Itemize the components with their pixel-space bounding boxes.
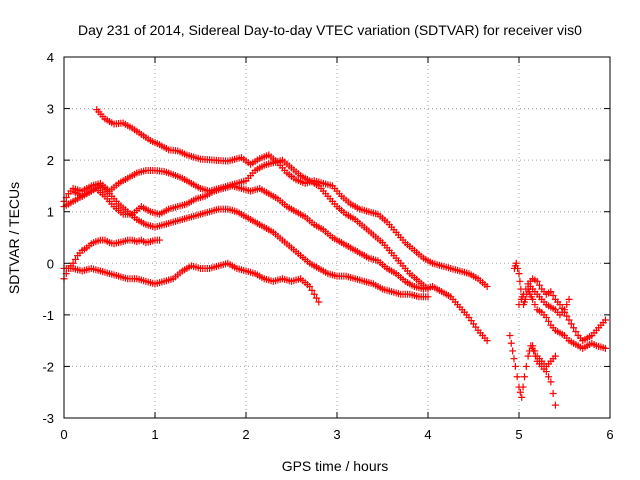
data-point <box>529 342 537 350</box>
chart-title: Day 231 of 2014, Sidereal Day-to-day VTE… <box>78 22 582 38</box>
data-point-interp <box>517 295 525 303</box>
data-point-interp <box>545 317 553 325</box>
data-point <box>520 373 528 381</box>
x-tick-label: 5 <box>515 427 522 442</box>
data-point-interp <box>71 255 79 263</box>
x-tick-label: 6 <box>606 427 613 442</box>
data-point <box>570 324 578 332</box>
data-point <box>518 393 526 401</box>
x-tick-label: 3 <box>333 427 340 442</box>
data-series-layer <box>60 106 609 409</box>
data-point-interp <box>313 294 321 302</box>
data-point-interp <box>563 301 571 309</box>
data-point-interp <box>308 286 316 294</box>
data-point-interp <box>549 390 557 398</box>
data-point <box>565 316 573 324</box>
data-point <box>601 316 609 324</box>
series-arc5 <box>60 236 164 283</box>
data-point <box>511 362 519 370</box>
grid-lines <box>64 57 610 418</box>
data-point <box>551 401 559 409</box>
x-tick-labels: 0 1 2 3 4 5 6 <box>60 427 613 442</box>
y-tick-label: 1 <box>47 205 54 220</box>
x-tick-label: 0 <box>60 427 67 442</box>
series-arc9 <box>524 280 573 319</box>
axis-ticks <box>63 56 611 419</box>
y-tick-label: 4 <box>47 50 54 65</box>
x-axis-label: GPS time / hours <box>282 458 389 474</box>
data-point <box>306 282 314 290</box>
y-tick-label: 0 <box>47 256 54 271</box>
data-point-interp <box>513 373 521 381</box>
data-point <box>515 270 523 278</box>
y-tick-label: -1 <box>42 308 54 323</box>
data-point-interp <box>535 281 543 289</box>
data-point <box>547 378 555 386</box>
data-point <box>156 236 164 244</box>
data-point <box>551 352 559 360</box>
data-point-interp <box>567 320 575 328</box>
x-tick-label: 2 <box>242 427 249 442</box>
data-point <box>565 295 573 303</box>
data-point-interp <box>510 355 518 363</box>
data-point-interp <box>514 264 522 272</box>
data-point <box>547 288 555 296</box>
series-arc11 <box>529 342 559 370</box>
data-point-interp <box>516 277 524 285</box>
data-point-interp <box>522 362 530 370</box>
data-point <box>515 301 523 309</box>
data-point <box>529 295 537 303</box>
y-axis-label: SDTVAR / TECUs <box>6 182 22 294</box>
y-tick-label: -2 <box>42 359 54 374</box>
data-point-interp <box>563 312 571 320</box>
series-arc1 <box>93 106 491 290</box>
data-point <box>483 337 491 345</box>
data-point <box>561 306 568 314</box>
y-tick-label: 3 <box>47 102 54 117</box>
data-point <box>424 293 432 301</box>
y-tick-label: 2 <box>47 153 54 168</box>
data-point-interp <box>572 328 580 336</box>
data-point <box>533 277 541 285</box>
data-point-interp <box>310 290 318 298</box>
x-tick-label: 1 <box>151 427 158 442</box>
data-point-interp <box>516 388 524 396</box>
data-point-interp <box>549 292 557 300</box>
data-point <box>556 301 564 309</box>
series-arc7 <box>510 259 609 352</box>
data-point-interp <box>531 347 539 355</box>
y-tick-label: -3 <box>42 411 54 426</box>
data-point-interp <box>545 373 553 381</box>
data-point <box>483 282 491 290</box>
data-point-interp <box>522 285 530 293</box>
data-point <box>601 344 609 352</box>
series-arc6 <box>60 259 323 306</box>
x-tick-label: 4 <box>424 427 431 442</box>
data-point <box>520 290 528 298</box>
data-point-interp <box>519 383 527 391</box>
y-tick-labels: -3 -2 -1 0 1 2 3 4 <box>42 50 54 426</box>
series-arc4 <box>69 182 432 301</box>
data-point <box>506 331 514 339</box>
data-point <box>509 347 517 355</box>
data-point-interp <box>531 301 539 309</box>
data-point <box>315 298 323 306</box>
data-point <box>512 259 520 267</box>
data-point <box>524 352 532 360</box>
data-point <box>542 313 550 321</box>
data-point-interp <box>507 339 515 347</box>
